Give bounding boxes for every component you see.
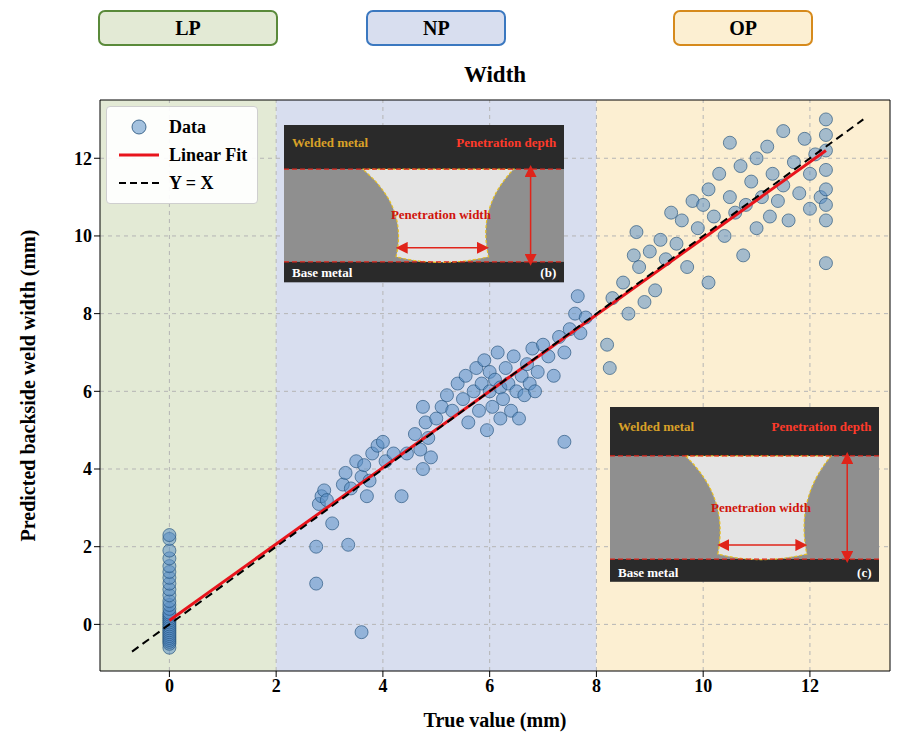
svg-text:Penetration depth: Penetration depth bbox=[771, 419, 872, 434]
svg-text:10: 10 bbox=[694, 676, 712, 696]
svg-text:6: 6 bbox=[83, 382, 92, 402]
svg-text:6: 6 bbox=[485, 676, 494, 696]
svg-text:Penetration width: Penetration width bbox=[711, 500, 812, 515]
svg-text:Base metal: Base metal bbox=[292, 266, 353, 281]
svg-text:True value (mm): True value (mm) bbox=[424, 709, 567, 732]
svg-text:2: 2 bbox=[83, 537, 92, 557]
svg-text:0: 0 bbox=[83, 615, 92, 635]
svg-text:10: 10 bbox=[74, 226, 92, 246]
html-text:Width: Width bbox=[463, 62, 527, 87]
svg-text:(c): (c) bbox=[857, 565, 871, 580]
svg-text:12: 12 bbox=[801, 676, 819, 696]
svg-text:8: 8 bbox=[592, 676, 601, 696]
svg-text:Welded metal: Welded metal bbox=[292, 135, 369, 150]
svg-text:0: 0 bbox=[165, 676, 174, 696]
svg-text:Penetration depth: Penetration depth bbox=[456, 135, 557, 150]
svg-text:(b): (b) bbox=[540, 266, 556, 281]
svg-text:4: 4 bbox=[378, 676, 387, 696]
html-text:Linear Fit: Linear Fit bbox=[169, 144, 248, 165]
svg-text:Penetration width: Penetration width bbox=[391, 208, 492, 223]
svg-text:8: 8 bbox=[83, 304, 92, 324]
html-text:Y = X: Y = X bbox=[169, 172, 214, 193]
svg-text:12: 12 bbox=[74, 149, 92, 169]
svg-text:Predicted backside weld width: Predicted backside weld width (mm) bbox=[17, 230, 40, 542]
html-text:OP: OP bbox=[729, 16, 758, 39]
svg-text:Base metal: Base metal bbox=[618, 565, 679, 580]
svg-text:Welded metal: Welded metal bbox=[618, 419, 695, 434]
svg-text:4: 4 bbox=[83, 459, 92, 479]
html-text:LP: LP bbox=[175, 16, 201, 39]
svg-text:2: 2 bbox=[272, 676, 281, 696]
html-text:Data: Data bbox=[169, 116, 206, 137]
html-text:NP: NP bbox=[422, 16, 450, 39]
